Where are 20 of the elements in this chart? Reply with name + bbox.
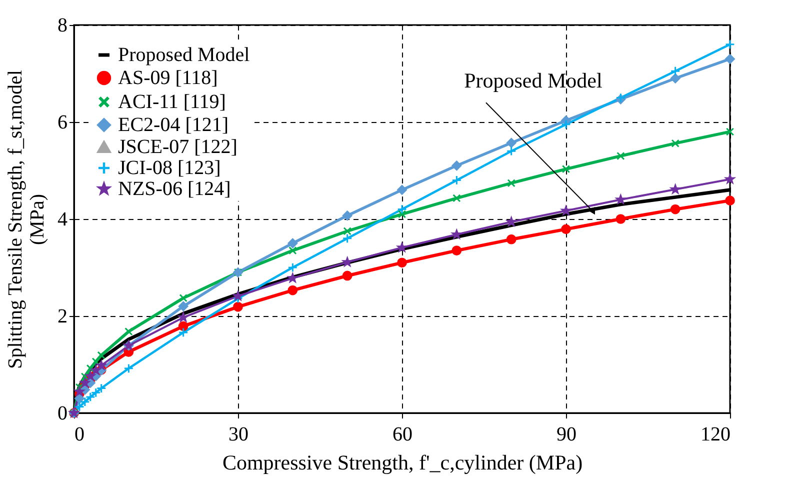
y-axis-title: Splitting Tensile Strength, f_st,model (MPa) bbox=[4, 70, 48, 369]
legend-label: Proposed Model bbox=[118, 44, 250, 66]
x-tick-label: 30 bbox=[228, 424, 248, 446]
y-tick-label: 0 bbox=[58, 402, 68, 424]
annotation: Proposed Model bbox=[464, 68, 602, 92]
legend-label: JCI-08 [123] bbox=[118, 157, 221, 179]
legend-label: AS-09 [118] bbox=[118, 67, 218, 89]
x-tick-label: 120 bbox=[700, 424, 730, 446]
legend-label: NZS-06 [124] bbox=[118, 178, 231, 200]
x-axis-title: Compressive Strength, f'_c,cylinder (MPa) bbox=[222, 450, 583, 474]
x-tick-label: 60 bbox=[392, 424, 412, 446]
x-tick-label: 90 bbox=[556, 424, 576, 446]
legend-label: JSCE-07 [122] bbox=[118, 136, 238, 158]
x-tick-label: 0 bbox=[74, 424, 84, 446]
legend-label: EC2-04 [121] bbox=[118, 114, 229, 136]
y-tick-label: 8 bbox=[58, 14, 68, 36]
y-tick-label: 6 bbox=[58, 112, 68, 134]
y-tick-label: 4 bbox=[58, 208, 68, 230]
legend-label: ACI-11 [119] bbox=[118, 91, 226, 113]
y-tick-label: 2 bbox=[58, 306, 68, 328]
